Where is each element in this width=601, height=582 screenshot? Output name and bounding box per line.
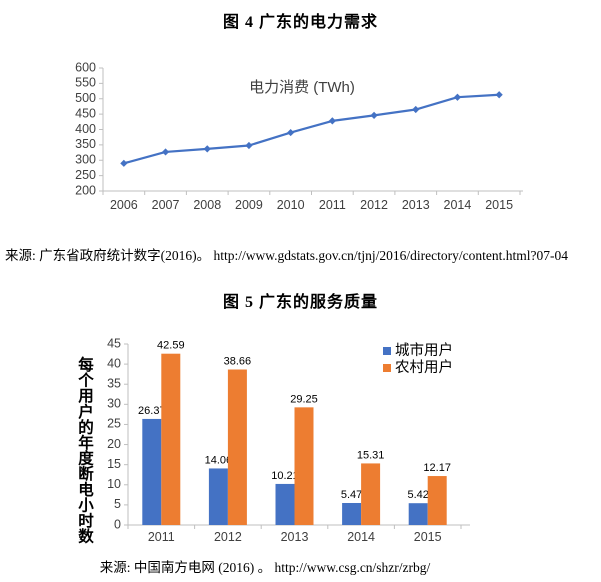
bar-value-label: 15.31: [357, 449, 385, 461]
legend-label: 农村用户: [395, 359, 453, 376]
legend-swatch: [383, 364, 391, 372]
bar-value-label: 14.06: [205, 454, 233, 466]
urban-bar: [408, 503, 428, 525]
x-tick-label: 2008: [193, 198, 221, 212]
chart-inner-title: 电力消费 (TWh): [249, 79, 355, 96]
data-point-marker: [203, 145, 211, 153]
rural-bar: [427, 476, 447, 525]
bar-value-label: 38.66: [224, 356, 252, 368]
bar-value-label: 12.17: [423, 462, 451, 474]
x-category-label: 2015: [414, 530, 442, 544]
x-tick-label: 2012: [360, 198, 388, 212]
y-tick-label: 20: [107, 437, 121, 451]
data-point-marker: [161, 148, 170, 156]
x-tick-label: 2013: [402, 198, 430, 212]
urban-bar: [142, 418, 162, 525]
y-tick-label: 0: [114, 517, 121, 531]
x-category-label: 2014: [347, 530, 375, 544]
y-tick-label: 500: [75, 91, 96, 105]
y-tick-label: 550: [75, 76, 96, 90]
figure4-title: 图 4 广东的电力需求: [222, 14, 378, 31]
x-tick-label: 2009: [235, 198, 263, 212]
y-tick-label: 600: [75, 60, 96, 74]
x-tick-label: 2010: [277, 198, 305, 212]
figure4-source-text: 来源: 广东省政府统计数字(2016)。 http://www.gdstats.…: [5, 248, 568, 263]
x-tick-label: 2014: [444, 198, 472, 212]
y-tick-label: 250: [75, 168, 96, 182]
data-point-marker: [287, 128, 295, 137]
bar-value-label: 5.42: [407, 489, 428, 501]
y-tick-label: 40: [107, 356, 121, 370]
x-category-label: 2011: [148, 530, 175, 544]
y-tick-label: 30: [107, 397, 121, 411]
figure5-title: 图 5 广东的服务质量: [222, 294, 378, 311]
y-tick-label: 450: [75, 106, 96, 120]
bar-value-label: 26.37: [138, 405, 166, 417]
y-tick-label: 45: [107, 336, 121, 350]
y-tick-label: 300: [75, 153, 96, 167]
rural-bar: [161, 353, 181, 525]
rural-bar: [227, 369, 247, 525]
y-tick-label: 25: [107, 417, 121, 431]
service-quality-bar-chart: 每个用户的年度断电小时数 0 5 10 15 20 25 30 35 40 45 2011 2012 20…: [77, 336, 470, 546]
legend-label: 城市用户: [395, 342, 453, 359]
figure5-source-text: 来源: 中国南方电网 (2016) 。 http://www.csg.cn/sh…: [99, 560, 431, 575]
bar-value-label: 29.25: [290, 393, 318, 405]
y-tick-label: 35: [107, 377, 121, 391]
x-tick-label: 2006: [110, 198, 138, 212]
legend-swatch: [383, 347, 391, 355]
bar-value-label: 10.21: [271, 470, 299, 482]
urban-bar: [342, 502, 362, 525]
y-axis-title: 每个用户的年度断电小时数: [77, 355, 94, 546]
y-tick-label: 400: [75, 122, 96, 136]
y-tick-label: 350: [75, 137, 96, 151]
x-category-label: 2012: [214, 530, 242, 544]
data-point-marker: [453, 93, 462, 101]
x-category-label: 2013: [281, 530, 309, 544]
line-series: [123, 93, 500, 165]
bar-value-label: 42.59: [157, 340, 185, 352]
y-tick-label: 15: [107, 457, 121, 471]
data-point-marker: [245, 141, 253, 150]
y-tick-label: 200: [75, 183, 96, 197]
urban-bar: [208, 468, 228, 525]
y-tick-label: 10: [107, 477, 121, 491]
urban-bar: [275, 483, 295, 525]
x-tick-label: 2015: [485, 198, 513, 212]
x-tick-label: 2011: [319, 198, 346, 212]
rural-bar: [361, 463, 381, 525]
bar-value-label: 5.47: [341, 489, 362, 501]
data-point-marker: [120, 159, 128, 167]
data-point-marker: [328, 117, 336, 125]
data-point-marker: [370, 111, 378, 119]
data-point-marker: [412, 105, 420, 114]
y-tick-label: 5: [114, 497, 121, 511]
data-point-marker: [495, 91, 503, 99]
rural-bar: [294, 407, 314, 525]
x-tick-label: 2007: [152, 198, 180, 212]
